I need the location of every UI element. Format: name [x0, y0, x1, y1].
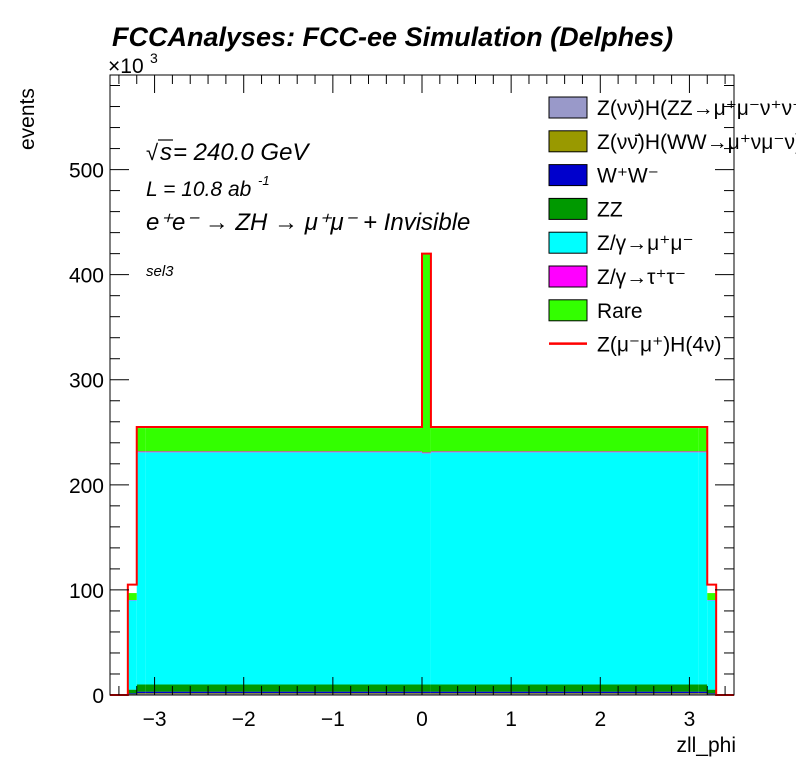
- bar-series-2-bin-0: [127, 693, 137, 695]
- bar-series-4-bin-1: [136, 452, 146, 685]
- bar-series-5-bin-1: [136, 451, 146, 453]
- annotation-energy: √ s = 240.0 GeV: [146, 139, 310, 166]
- overlay-line: [110, 252, 734, 696]
- signal-overlay: [110, 252, 734, 696]
- lumi-exponent: -1: [258, 173, 270, 188]
- x-tick-label: −2: [232, 708, 256, 731]
- bar-series-5-bin-3: [422, 452, 431, 454]
- legend-label: Z/γ→μ⁺μ⁻: [597, 232, 694, 255]
- bar-series-6-bin-5: [698, 428, 708, 452]
- legend-label: Z/γ→τ⁺τ⁻: [597, 266, 686, 289]
- chart-title: FCCAnalyses: FCC-ee Simulation (Delphes): [112, 22, 673, 52]
- bar-series-6-bin-0: [127, 593, 137, 601]
- bar-series-6-bin-2: [145, 428, 422, 452]
- bar-series-2-bin-6: [707, 693, 717, 695]
- selection-label: sel3: [146, 263, 174, 280]
- bar-series-4-bin-3: [422, 453, 431, 685]
- bar-series-6-bin-6: [707, 593, 717, 601]
- bar-series-4-bin-0: [127, 600, 137, 690]
- y-tick-label: 500: [69, 160, 104, 183]
- bar-series-2-bin-2: [145, 691, 422, 694]
- sqrt-symbol: √: [146, 140, 159, 165]
- bar-series-4-bin-6: [707, 600, 717, 690]
- bar-series-5-bin-2: [145, 451, 422, 453]
- legend-label: ZZ: [597, 198, 623, 221]
- bar-series-6-bin-4: [430, 428, 699, 452]
- y-tick-label: 100: [69, 580, 104, 603]
- bar-series-1-bin-3: [422, 693, 431, 695]
- lumi-label: L = 10.8 ab: [146, 178, 252, 201]
- x-tick-label: −1: [321, 708, 345, 731]
- y-multiplier: ×10 3: [108, 50, 158, 78]
- legend-swatch: [548, 265, 588, 288]
- y-multiplier-base: ×10: [108, 55, 144, 78]
- bar-series-3-bin-6: [707, 689, 717, 694]
- bar-series-2-bin-1: [136, 691, 146, 694]
- bar-series-4-bin-2: [145, 452, 422, 685]
- bar-series-2-bin-5: [698, 691, 708, 694]
- legend-swatch: [548, 164, 588, 187]
- bar-series-5-bin-4: [430, 451, 699, 453]
- y-axis-label: events: [16, 88, 39, 150]
- x-tick-label: 3: [684, 708, 696, 731]
- s-label: s: [160, 139, 172, 166]
- bar-series-1-bin-1: [136, 693, 146, 695]
- legend-label: Rare: [597, 300, 643, 323]
- energy-label: = 240.0 GeV: [173, 139, 310, 166]
- y-tick-label: 200: [69, 475, 104, 498]
- bar-series-3-bin-3: [422, 684, 431, 692]
- bar-series-3-bin-2: [145, 684, 422, 692]
- y-tick-label: 0: [92, 685, 104, 708]
- legend-label: W⁺W⁻: [597, 165, 659, 188]
- bar-series-1-bin-5: [698, 693, 708, 695]
- bar-series-4-bin-5: [698, 452, 708, 685]
- x-tick-label: 1: [505, 708, 517, 731]
- bar-series-4-bin-4: [430, 452, 699, 685]
- x-tick-label: 0: [416, 708, 428, 731]
- annotation-lumi: L = 10.8 ab -1: [146, 173, 270, 201]
- x-tick-label: −3: [143, 708, 167, 731]
- legend-swatch: [548, 231, 588, 254]
- x-tick-label: 2: [594, 708, 606, 731]
- bar-series-6-bin-1: [136, 428, 146, 452]
- bar-series-5-bin-5: [698, 451, 708, 453]
- bar-series-3-bin-1: [136, 684, 146, 692]
- x-axis-label: zll_phi: [676, 734, 736, 757]
- process-label: e⁺e⁻ → ZH → μ⁺μ⁻ + Invisible: [146, 209, 470, 236]
- legend-swatch: [548, 130, 588, 153]
- y-tick-label: 300: [69, 370, 104, 393]
- legend-label: Z(νν̄)H(WW→μ⁺νμ⁻ν): [597, 131, 796, 154]
- histogram-bars: [127, 253, 717, 695]
- legend: Z(νν̄)H(ZZ→μ⁺μ⁻ν⁺ν⁻) Z(νν̄)H(WW→μ⁺νμ⁻ν) W⁺…: [548, 96, 796, 357]
- legend-swatch: [548, 197, 588, 220]
- legend-swatch: [548, 299, 588, 322]
- bar-series-3-bin-0: [127, 689, 137, 694]
- bar-series-6-bin-3: [422, 253, 431, 453]
- bar-series-3-bin-5: [698, 684, 708, 692]
- bar-series-2-bin-3: [422, 691, 431, 694]
- legend-swatch: [548, 96, 588, 119]
- legend-label: Z(νν̄)H(ZZ→μ⁺μ⁻ν⁺ν⁻): [597, 97, 796, 120]
- bar-series-1-bin-2: [145, 693, 422, 695]
- legend-label: Z(μ⁻μ⁺)H(4ν): [597, 334, 722, 357]
- y-multiplier-exponent: 3: [150, 50, 158, 66]
- axes: −3 −2 −1 0 1 2 3 0 100 200 300 400 500: [69, 75, 734, 731]
- y-tick-label: 400: [69, 265, 104, 288]
